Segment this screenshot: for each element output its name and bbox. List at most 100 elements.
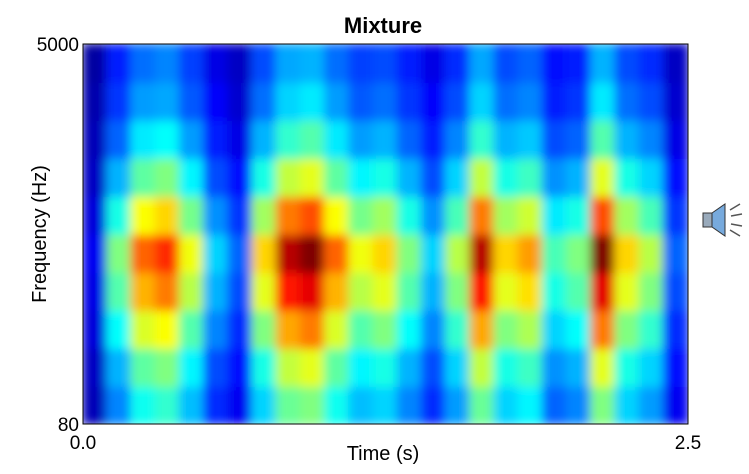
- heat-cell: [662, 271, 688, 311]
- heat-cell: [106, 385, 133, 424]
- heat-cell: [517, 271, 544, 311]
- heat-cell: [517, 309, 544, 349]
- heat-cell: [227, 309, 254, 349]
- heat-cell: [566, 119, 593, 159]
- heat-cell: [348, 157, 375, 197]
- heat-cell: [445, 157, 472, 197]
- heat-cell: [83, 385, 109, 424]
- heat-cell: [130, 271, 157, 311]
- heat-cell: [469, 347, 496, 387]
- heat-cell: [227, 195, 254, 235]
- heat-cell: [445, 119, 472, 159]
- heat-cell: [348, 119, 375, 159]
- heat-cell: [493, 233, 520, 273]
- heat-cell: [251, 157, 278, 197]
- spectrogram: [83, 44, 688, 424]
- heat-cell: [203, 44, 230, 83]
- heat-cell: [445, 385, 472, 424]
- speaker-icon[interactable]: [702, 203, 743, 237]
- heat-cell: [203, 81, 230, 121]
- heat-cell: [638, 81, 665, 121]
- heat-cell: [227, 81, 254, 121]
- heat-cell: [130, 347, 157, 387]
- heat-cell: [203, 271, 230, 311]
- heat-cell: [83, 309, 109, 349]
- heat-cell: [662, 195, 688, 235]
- chart-title: Mixture: [344, 13, 422, 38]
- heat-cell: [445, 195, 472, 235]
- heat-cell: [541, 309, 568, 349]
- heat-cell: [396, 233, 423, 273]
- heat-cell: [469, 157, 496, 197]
- heat-cell: [590, 309, 617, 349]
- heat-cell: [662, 309, 688, 349]
- heat-cell: [178, 81, 205, 121]
- heat-cell: [130, 385, 157, 424]
- heat-cell: [541, 195, 568, 235]
- heat-cell: [372, 157, 399, 197]
- heat-cell: [541, 347, 568, 387]
- heat-cell: [154, 309, 181, 349]
- heat-cell: [130, 309, 157, 349]
- heat-cell: [517, 233, 544, 273]
- heat-cell: [154, 233, 181, 273]
- heat-cell: [275, 271, 302, 311]
- heat-cell: [638, 347, 665, 387]
- heat-cell: [178, 44, 205, 83]
- heat-cell: [662, 44, 688, 83]
- heat-cell: [614, 233, 641, 273]
- heat-cell: [227, 157, 254, 197]
- heat-cell: [469, 271, 496, 311]
- heat-cell: [83, 271, 109, 311]
- heat-cell: [541, 119, 568, 159]
- heat-cell: [348, 195, 375, 235]
- heat-cell: [83, 119, 109, 159]
- heat-cell: [493, 81, 520, 121]
- heat-cell: [590, 44, 617, 83]
- heat-cell: [251, 81, 278, 121]
- heat-cell: [324, 347, 351, 387]
- heat-cell: [614, 195, 641, 235]
- heat-cell: [83, 347, 109, 387]
- heat-cell: [662, 233, 688, 273]
- heat-cell: [251, 233, 278, 273]
- heat-cell: [396, 309, 423, 349]
- heat-cell: [566, 347, 593, 387]
- heat-cell: [396, 44, 423, 83]
- heat-cell: [517, 44, 544, 83]
- heat-cell: [420, 119, 447, 159]
- heat-cell: [469, 44, 496, 83]
- heat-cell: [420, 44, 447, 83]
- heat-cell: [154, 271, 181, 311]
- heat-cell: [83, 157, 109, 197]
- heat-cell: [614, 385, 641, 424]
- heat-cell: [251, 309, 278, 349]
- heat-cell: [227, 119, 254, 159]
- heat-cell: [590, 271, 617, 311]
- heat-cell: [348, 347, 375, 387]
- heat-cell: [299, 309, 326, 349]
- heat-cell: [469, 81, 496, 121]
- heat-cell: [445, 309, 472, 349]
- heat-cell: [275, 309, 302, 349]
- heat-cell: [203, 347, 230, 387]
- heat-cell: [420, 233, 447, 273]
- heat-cell: [324, 157, 351, 197]
- heat-cell: [396, 385, 423, 424]
- heat-cell: [324, 195, 351, 235]
- heat-cell: [227, 347, 254, 387]
- heat-cell: [614, 44, 641, 83]
- heat-cell: [493, 195, 520, 235]
- heat-cell: [275, 233, 302, 273]
- heat-cell: [566, 309, 593, 349]
- heat-cell: [251, 119, 278, 159]
- heat-cell: [445, 233, 472, 273]
- heat-cell: [299, 81, 326, 121]
- heat-cell: [638, 195, 665, 235]
- heat-cell: [420, 347, 447, 387]
- heat-cell: [227, 271, 254, 311]
- heat-cell: [83, 233, 109, 273]
- heat-cell: [251, 385, 278, 424]
- heat-cell: [590, 157, 617, 197]
- heat-cell: [83, 81, 109, 121]
